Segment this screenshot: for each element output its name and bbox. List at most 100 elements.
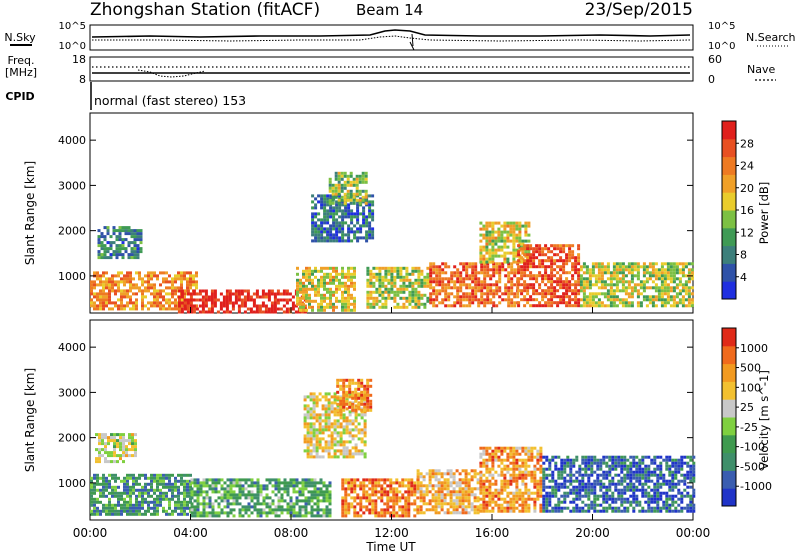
heatmap-cell: [118, 226, 122, 230]
heatmap-cell: [90, 283, 93, 287]
heatmap-cell: [93, 485, 96, 489]
heatmap-cell: [464, 496, 468, 500]
heatmap-cell: [450, 304, 454, 308]
heatmap-cell: [332, 227, 336, 231]
heatmap-cell: [311, 284, 314, 288]
heatmap-cell: [513, 295, 517, 299]
heatmap-cell: [527, 509, 531, 513]
heatmap-cell: [675, 277, 679, 281]
heatmap-cell: [110, 451, 113, 455]
heatmap-cell: [360, 452, 364, 456]
heatmap-cell: [210, 310, 214, 314]
heatmap-cell: [108, 292, 111, 296]
heatmap-cell: [449, 499, 453, 503]
heatmap-cell: [386, 484, 390, 488]
heatmap-cell: [532, 256, 536, 260]
heatmap-cell: [144, 485, 147, 489]
heatmap-cell: [520, 247, 524, 251]
heatmap-cell: [563, 497, 567, 501]
heatmap-cell: [339, 416, 343, 420]
heatmap-cell: [506, 485, 510, 489]
heatmap-cell: [319, 490, 323, 494]
heatmap-cell: [615, 280, 619, 284]
heatmap-cell: [563, 500, 567, 504]
heatmap-cell: [107, 436, 110, 440]
heatmap-cell: [355, 192, 359, 196]
heatmap-cell: [518, 488, 522, 492]
heatmap-cell: [518, 491, 522, 495]
heatmap-cell: [109, 235, 113, 239]
heatmap-cell: [675, 304, 679, 308]
heatmap-cell: [444, 277, 448, 281]
heatmap-cell: [208, 496, 212, 500]
heatmap-cell: [375, 275, 379, 279]
heatmap-cell: [240, 289, 244, 293]
heatmap-cell: [375, 299, 379, 303]
heatmap-cell: [165, 280, 168, 284]
heatmap-cell: [461, 493, 465, 497]
heatmap-cell: [494, 449, 498, 453]
heatmap-cell: [485, 500, 489, 504]
heatmap-cell: [431, 493, 435, 497]
heatmap-cell: [311, 269, 314, 273]
heatmap-cell: [597, 304, 601, 308]
heatmap-cell: [247, 505, 251, 509]
heatmap-cell: [447, 304, 451, 308]
heatmap-cell: [108, 485, 111, 489]
heatmap-cell: [517, 253, 521, 257]
heatmap-cell: [341, 200, 345, 204]
heatmap-cell: [627, 280, 631, 284]
heatmap-cell: [574, 292, 578, 296]
heatmap-cell: [189, 500, 192, 504]
heatmap-cell: [282, 310, 286, 314]
heatmap-cell: [585, 304, 589, 308]
heatmap-cell: [390, 296, 394, 300]
heatmap-cell: [261, 292, 265, 296]
heatmap-cell: [99, 283, 102, 287]
heatmap-cell: [404, 514, 408, 518]
heatmap-cell: [497, 239, 501, 243]
heatmap-cell: [395, 502, 399, 506]
heatmap-cell: [190, 493, 194, 497]
heatmap-cell: [524, 482, 528, 486]
heatmap-cell: [392, 505, 396, 509]
heatmap-cell: [97, 250, 101, 254]
heatmap-cell: [344, 209, 348, 213]
heatmap-cell: [482, 485, 486, 489]
heatmap-cell: [428, 502, 432, 506]
heatmap-cell: [99, 494, 102, 498]
heatmap-cell: [102, 283, 105, 287]
heatmap-cell: [443, 502, 447, 506]
heatmap-cell: [177, 497, 180, 501]
heatmap-cell: [232, 496, 236, 500]
heatmap-cell: [115, 235, 119, 239]
heatmap-cell: [196, 511, 200, 515]
heatmap-cell: [368, 194, 372, 198]
heatmap-cell: [126, 274, 129, 278]
heatmap-cell: [360, 408, 364, 412]
heatmap-cell: [201, 298, 205, 302]
heatmap-cell: [557, 503, 561, 507]
heatmap-cell: [183, 301, 187, 305]
heatmap-cell: [515, 473, 519, 477]
heatmap-cell: [189, 283, 192, 287]
heatmap-cell: [462, 292, 466, 296]
heatmap-cell: [306, 416, 310, 420]
heatmap-cell: [309, 425, 313, 429]
heatmap-cell: [199, 511, 203, 515]
heatmap-cell: [535, 265, 539, 269]
heatmap-cell: [328, 502, 332, 506]
heatmap-cell: [283, 490, 287, 494]
heatmap-cell: [114, 485, 117, 489]
heatmap-cell: [474, 289, 478, 293]
heatmap-cell: [482, 494, 486, 498]
heatmap-cell: [324, 443, 328, 447]
heatmap-cell: [419, 481, 423, 485]
heatmap-cell: [368, 499, 372, 503]
heatmap-cell: [318, 446, 322, 450]
heatmap-cell: [675, 271, 679, 275]
heatmap-cell: [123, 482, 126, 486]
heatmap-cell: [119, 436, 122, 440]
heatmap-cell: [352, 180, 356, 184]
heatmap-cell: [246, 289, 250, 293]
